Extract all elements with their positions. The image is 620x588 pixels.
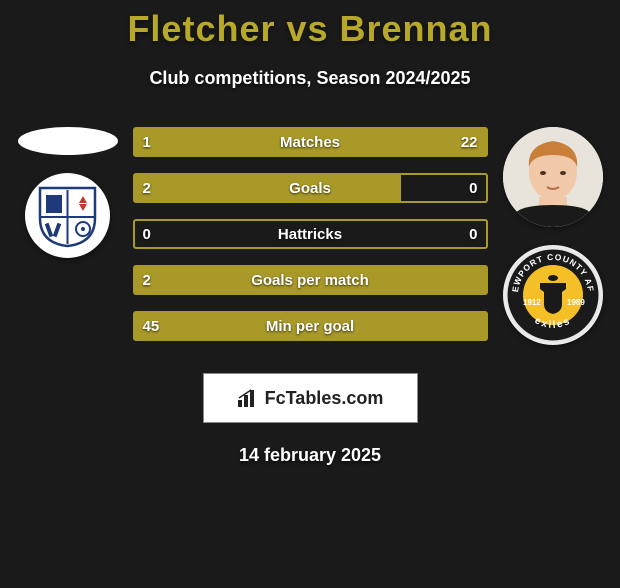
bar-chart-icon (237, 388, 259, 408)
stat-value-right: 0 (469, 180, 477, 197)
attribution-text: FcTables.com (265, 388, 384, 409)
left-player-column (13, 127, 123, 258)
newport-badge-icon: NEWPORT COUNTY AFC exiles 1912 1989 (503, 245, 603, 345)
stat-value-right: 22 (461, 134, 478, 151)
stat-row: 2Goals per match (133, 265, 488, 295)
stat-label: Hattricks (135, 226, 486, 243)
right-player-photo (503, 127, 603, 227)
date-text: 14 february 2025 (0, 445, 620, 466)
stat-value-right: 0 (469, 226, 477, 243)
stat-label: Goals (135, 180, 486, 197)
comparison-main: 1Matches222Goals00Hattricks02Goals per m… (0, 127, 620, 345)
left-player-photo (18, 127, 118, 155)
stat-row: 45Min per goal (133, 311, 488, 341)
subtitle: Club competitions, Season 2024/2025 (0, 68, 620, 89)
stat-label: Matches (135, 134, 486, 151)
stat-row: 2Goals0 (133, 173, 488, 203)
stat-row: 0Hattricks0 (133, 219, 488, 249)
barrow-badge-icon (35, 183, 100, 248)
player-face-icon (503, 127, 603, 227)
attribution-badge[interactable]: FcTables.com (203, 373, 418, 423)
stat-label: Min per goal (135, 318, 486, 335)
stat-row: 1Matches22 (133, 127, 488, 157)
page-title: Fletcher vs Brennan (0, 8, 620, 50)
svg-text:1912: 1912 (523, 298, 541, 307)
stats-column: 1Matches222Goals00Hattricks02Goals per m… (133, 127, 488, 341)
svg-text:1989: 1989 (567, 298, 585, 307)
right-player-column: NEWPORT COUNTY AFC exiles 1912 1989 (498, 127, 608, 345)
right-club-badge: NEWPORT COUNTY AFC exiles 1912 1989 (503, 245, 603, 345)
left-club-badge (25, 173, 110, 258)
stat-label: Goals per match (135, 272, 486, 289)
